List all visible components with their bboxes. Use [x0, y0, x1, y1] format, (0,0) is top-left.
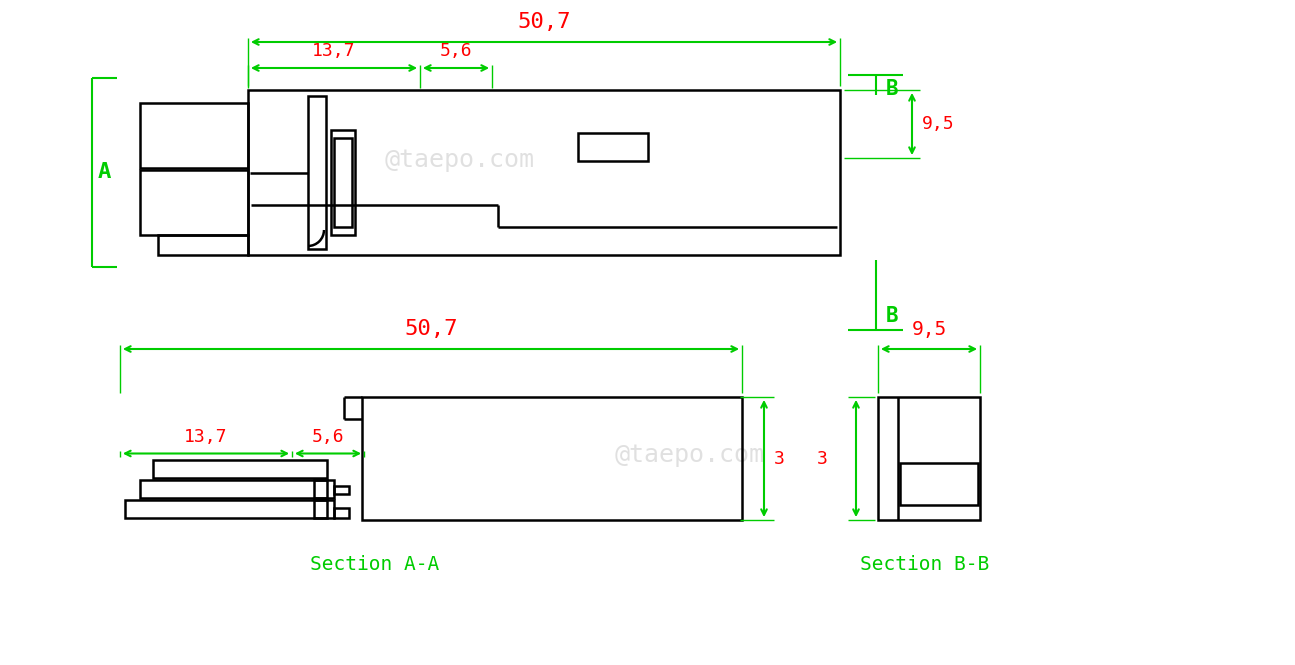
Text: 3: 3: [774, 450, 785, 467]
Text: 50,7: 50,7: [517, 12, 571, 32]
Bar: [878, 397, 980, 520]
Text: @taepo.com: @taepo.com: [385, 148, 535, 172]
Text: 50,7: 50,7: [404, 319, 457, 339]
Text: 9,5: 9,5: [922, 115, 954, 133]
Bar: [313, 480, 334, 498]
Text: B: B: [886, 79, 899, 99]
Bar: [363, 397, 742, 520]
Bar: [140, 170, 249, 235]
Text: 3: 3: [817, 450, 828, 467]
Bar: [140, 102, 249, 168]
Bar: [126, 500, 328, 518]
Bar: [578, 132, 648, 160]
Bar: [313, 500, 334, 518]
Text: 9,5: 9,5: [912, 320, 947, 339]
Bar: [158, 235, 249, 255]
Text: A: A: [97, 162, 110, 182]
Text: Section B-B: Section B-B: [860, 555, 989, 575]
Bar: [334, 138, 352, 227]
Text: 5,6: 5,6: [312, 428, 344, 446]
Bar: [332, 130, 355, 235]
Bar: [140, 480, 328, 498]
Bar: [249, 90, 840, 255]
Bar: [308, 96, 326, 249]
Text: Section A-A: Section A-A: [311, 555, 439, 575]
Bar: [900, 463, 978, 505]
Text: @taepo.com: @taepo.com: [615, 443, 765, 467]
Text: 13,7: 13,7: [312, 42, 356, 60]
Text: B: B: [886, 306, 899, 326]
Bar: [334, 486, 348, 494]
Bar: [153, 460, 328, 478]
Text: 13,7: 13,7: [184, 428, 228, 446]
Text: 5,6: 5,6: [440, 42, 473, 60]
Bar: [334, 508, 348, 518]
